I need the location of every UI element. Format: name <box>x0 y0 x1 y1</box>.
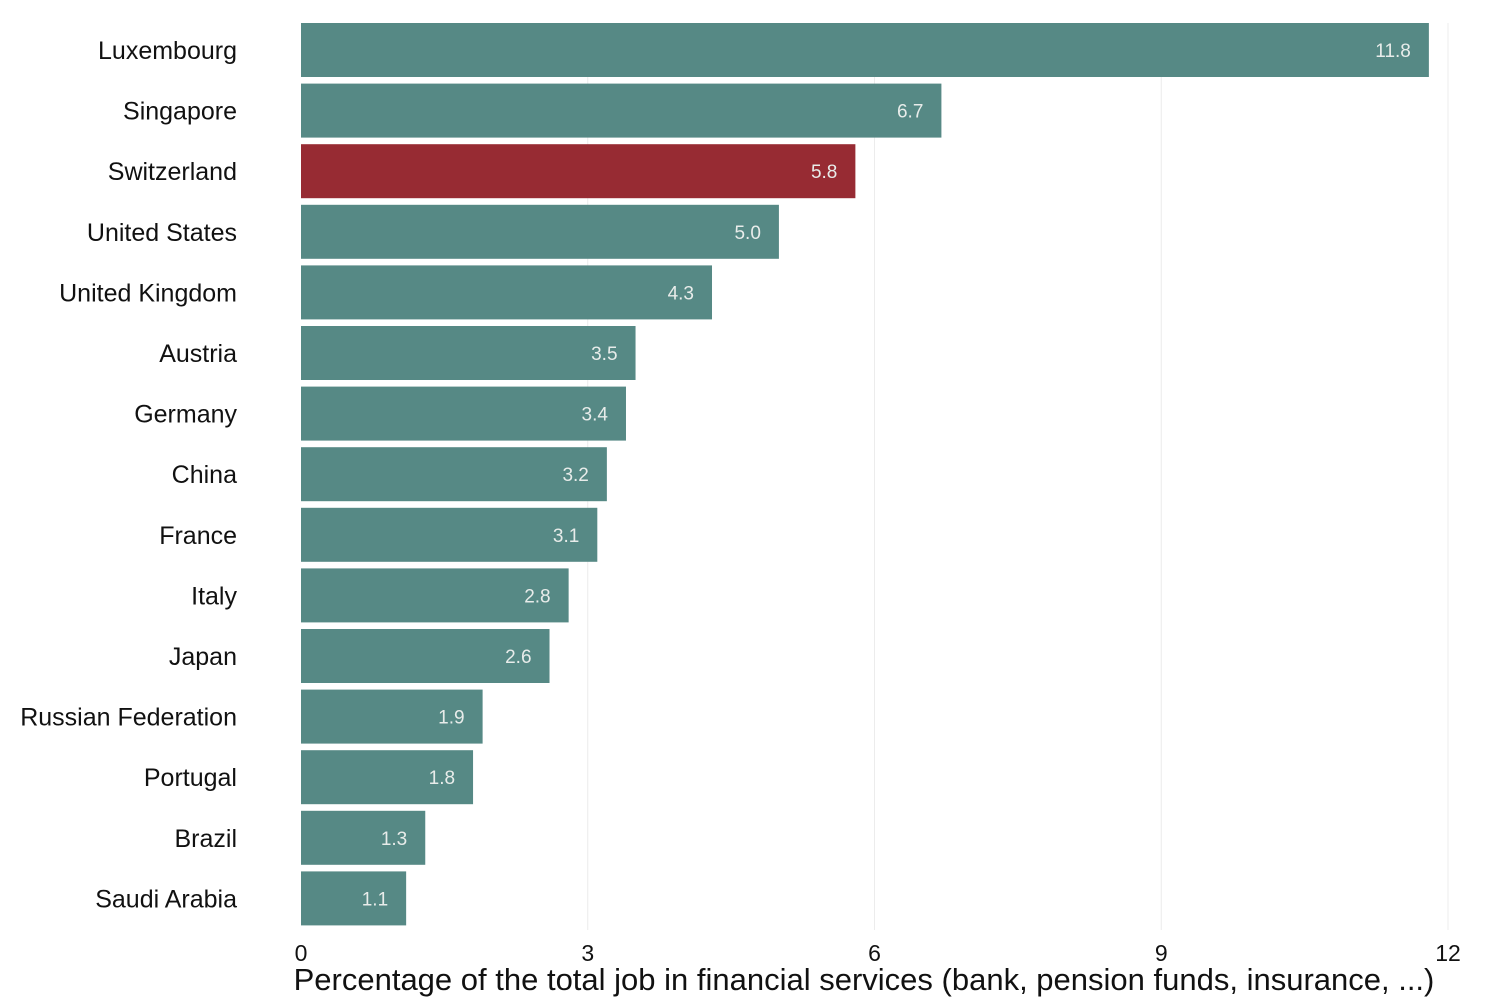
category-label-luxembourg: Luxembourg <box>98 37 237 65</box>
value-label-japan: 2.6 <box>505 647 531 668</box>
category-label-austria: Austria <box>159 340 237 368</box>
value-label-united-kingdom: 4.3 <box>668 283 694 304</box>
category-label-russian-federation: Russian Federation <box>20 704 237 732</box>
value-label-luxembourg: 11.8 <box>1375 41 1411 62</box>
category-labels: Luxembourg Singapore Switzerland United Sta… <box>20 37 237 913</box>
x-axis-ticks: 0 3 6 9 12 <box>295 940 1461 966</box>
value-label-germany: 3.4 <box>582 405 609 426</box>
category-label-united-states: United States <box>87 219 237 247</box>
bar-portugal <box>301 750 474 805</box>
x-tick-label-3: 3 <box>581 940 594 966</box>
bar-china <box>301 447 607 502</box>
value-label-france: 3.1 <box>553 526 579 547</box>
category-label-italy: Italy <box>191 582 237 610</box>
bar-switzerland <box>301 144 856 199</box>
value-label-austria: 3.5 <box>591 344 617 365</box>
bar-saudi-arabia <box>301 871 407 926</box>
value-label-portugal: 1.8 <box>429 768 455 789</box>
value-label-china: 3.2 <box>562 465 588 486</box>
x-tick-label-0: 0 <box>295 940 308 966</box>
category-label-brazil: Brazil <box>174 825 237 853</box>
value-label-italy: 2.8 <box>524 586 550 607</box>
bar-austria <box>301 326 636 380</box>
bar-singapore <box>301 83 942 138</box>
x-axis-title: Percentage of the total job in financial… <box>294 962 1435 997</box>
category-label-germany: Germany <box>134 401 237 429</box>
bar-italy <box>301 568 569 623</box>
category-label-france: France <box>159 522 237 550</box>
value-label-brazil: 1.3 <box>381 829 407 850</box>
bar-russian-federation <box>301 689 483 744</box>
bar-united-states <box>301 204 779 259</box>
x-tick-label-9: 9 <box>1155 940 1168 966</box>
value-label-russian-federation: 1.9 <box>438 708 464 729</box>
x-tick-label-12: 12 <box>1435 940 1461 966</box>
bar-luxembourg <box>301 23 1429 77</box>
value-label-united-states: 5.0 <box>734 223 760 244</box>
bar-united-kingdom <box>301 265 713 320</box>
bars: 11.8 6.7 5.8 5.0 4.3 3.5 3.4 3.2 3.1 2.8 2.6 1.9 1.8… <box>301 23 1429 926</box>
bar-france <box>301 507 598 562</box>
category-label-switzerland: Switzerland <box>108 158 237 186</box>
value-label-switzerland: 5.8 <box>811 162 837 183</box>
value-label-saudi-arabia: 1.1 <box>362 889 388 910</box>
category-label-china: China <box>172 461 237 489</box>
x-tick-label-6: 6 <box>868 940 881 966</box>
bar-brazil <box>301 810 426 865</box>
bar-germany <box>301 386 626 441</box>
category-label-portugal: Portugal <box>144 764 237 792</box>
value-label-singapore: 6.7 <box>897 102 923 123</box>
bar-japan <box>301 629 550 683</box>
category-label-saudi-arabia: Saudi Arabia <box>95 885 237 913</box>
category-label-japan: Japan <box>169 643 237 671</box>
category-label-united-kingdom: United Kingdom <box>59 279 237 307</box>
category-label-singapore: Singapore <box>123 98 237 126</box>
